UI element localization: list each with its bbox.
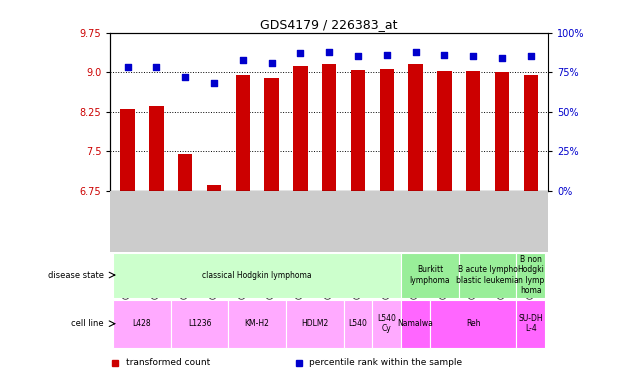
Bar <box>459 253 517 298</box>
Title: GDS4179 / 226383_at: GDS4179 / 226383_at <box>260 18 398 31</box>
Point <box>382 52 392 58</box>
Bar <box>207 185 221 191</box>
Text: B acute lympho
blastic leukemia: B acute lympho blastic leukemia <box>456 265 519 285</box>
Bar <box>430 300 517 348</box>
Text: HDLM2: HDLM2 <box>301 319 328 328</box>
Bar <box>372 300 401 348</box>
Bar <box>517 300 545 348</box>
Bar <box>171 300 228 348</box>
Bar <box>408 64 423 191</box>
Text: Reh: Reh <box>466 319 481 328</box>
Bar <box>380 69 394 191</box>
Bar <box>113 300 171 348</box>
Bar <box>286 300 343 348</box>
Bar <box>113 253 401 298</box>
Point <box>295 50 306 56</box>
Text: disease state: disease state <box>48 271 104 280</box>
Bar <box>466 71 481 191</box>
Bar <box>517 253 545 298</box>
Bar <box>178 154 192 191</box>
Bar <box>236 75 250 191</box>
Text: Burkitt
lymphoma: Burkitt lymphoma <box>410 265 450 285</box>
Text: L540: L540 <box>348 319 367 328</box>
Point <box>122 65 132 71</box>
Text: B non
Hodgki
n lymp
homa: B non Hodgki n lymp homa <box>517 255 544 295</box>
Bar <box>322 64 336 191</box>
Text: percentile rank within the sample: percentile rank within the sample <box>309 358 462 367</box>
Text: L428: L428 <box>133 319 151 328</box>
Bar <box>293 66 307 191</box>
Point <box>353 53 363 60</box>
Text: Namalwa: Namalwa <box>398 319 433 328</box>
Text: L1236: L1236 <box>188 319 211 328</box>
Bar <box>351 70 365 191</box>
Point <box>439 52 449 58</box>
Bar <box>437 71 452 191</box>
Bar <box>343 300 372 348</box>
Bar <box>401 253 459 298</box>
Point <box>411 48 421 55</box>
Text: classical Hodgkin lymphoma: classical Hodgkin lymphoma <box>202 271 312 280</box>
Point <box>266 60 277 66</box>
Bar <box>149 106 164 191</box>
Point <box>209 80 219 86</box>
Text: cell line: cell line <box>71 319 104 328</box>
Bar <box>524 75 538 191</box>
Bar <box>495 72 509 191</box>
Point <box>151 65 161 71</box>
Bar <box>228 300 286 348</box>
Point <box>497 55 507 61</box>
Point <box>526 53 536 60</box>
Point <box>468 53 478 60</box>
Text: KM-H2: KM-H2 <box>244 319 270 328</box>
Bar <box>120 109 135 191</box>
Bar <box>401 300 430 348</box>
Point <box>180 74 190 80</box>
Point <box>238 56 248 63</box>
Text: transformed count: transformed count <box>125 358 210 367</box>
Text: SU-DH
L-4: SU-DH L-4 <box>518 314 543 333</box>
Point <box>324 48 334 55</box>
Bar <box>265 78 278 191</box>
Text: L540
Cy: L540 Cy <box>377 314 396 333</box>
